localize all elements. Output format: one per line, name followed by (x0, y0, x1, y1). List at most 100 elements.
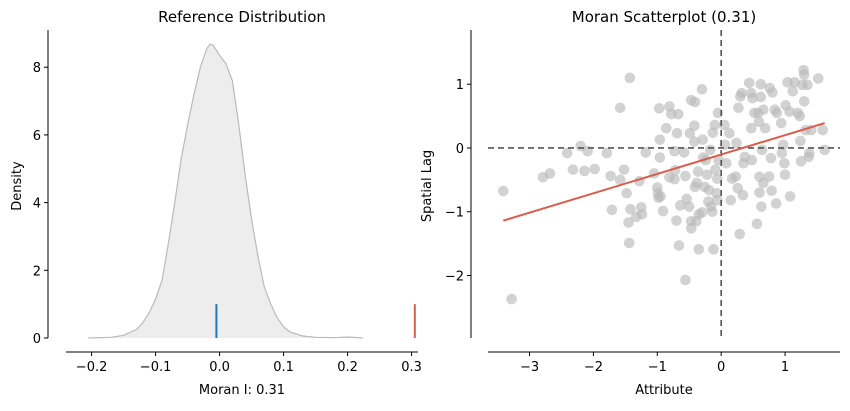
scatter-point (692, 166, 704, 177)
scatter-point (657, 205, 669, 217)
scatter-point (678, 147, 690, 158)
scatter-point (730, 171, 742, 182)
scatter-point (697, 134, 708, 145)
scatter-point (751, 218, 763, 230)
scatter-point (710, 164, 721, 175)
x-tick-label: 0.3 (401, 360, 422, 375)
left-y-axis-label: Density (10, 161, 25, 211)
moran-scatterplot-panel: Moran Scatterplot (0.31) Attribute Spati… (420, 8, 840, 398)
scatter-point (601, 147, 613, 159)
scatter-point (737, 189, 749, 201)
scatter-point (614, 102, 626, 114)
x-tick-label: 0.2 (337, 360, 358, 375)
scatter-point (795, 135, 806, 147)
scatter-point (706, 206, 718, 218)
scatter-point (614, 174, 626, 186)
y-tick-label: 4 (33, 197, 41, 212)
scatter-point (802, 79, 813, 91)
scatter-point (625, 203, 636, 215)
scatter-point (606, 204, 618, 216)
scatter-point (640, 147, 652, 158)
right-y-axis-label: Spatial Lag (420, 150, 435, 222)
scatter-point (819, 144, 830, 156)
scatter-point (770, 198, 782, 209)
scatter-point (693, 244, 705, 255)
y-tick-label: 0 (33, 332, 41, 347)
scatter-point (766, 185, 777, 196)
scatter-point (684, 128, 696, 139)
scatter-point (724, 128, 735, 139)
scatter-point (567, 164, 579, 175)
scatter-point (705, 144, 716, 156)
y-tick-label: 6 (33, 129, 41, 144)
scatter-point (654, 134, 666, 145)
scatter-point (660, 122, 672, 134)
scatter-point (618, 164, 630, 175)
x-tick-label: −3 (520, 360, 539, 375)
scatter-point (709, 119, 721, 131)
scatter-point (776, 147, 788, 159)
y-tick-label: 0 (456, 142, 464, 157)
scatter-point (673, 240, 685, 251)
y-tick-label: 2 (33, 264, 41, 279)
scatter-point (498, 185, 509, 197)
right-x-axis-label: Attribute (635, 383, 692, 398)
scatter-point (804, 147, 815, 159)
scatter-point (775, 117, 787, 129)
scatter-point (736, 87, 747, 99)
scatter-point (720, 157, 732, 169)
scatter-point (671, 128, 683, 139)
scatter-point (683, 201, 695, 212)
scatter-point (544, 168, 556, 179)
scatter-point (745, 122, 757, 134)
regression-line (503, 122, 825, 222)
scatter-point (798, 96, 810, 107)
scatter-point (733, 102, 744, 114)
scatter-point (605, 170, 616, 182)
density-curve (88, 43, 364, 339)
scatter-point (680, 274, 691, 286)
y-tick-label: −1 (445, 206, 464, 221)
scatter-point (696, 207, 708, 218)
scatter-point (755, 91, 767, 103)
scatter-point (734, 228, 746, 240)
scatter-point (787, 85, 799, 97)
y-tick-label: 8 (33, 61, 41, 76)
scatter-point (621, 187, 632, 199)
scatter-point (680, 170, 691, 182)
scatter-point (671, 215, 682, 226)
scatter-point (743, 77, 755, 89)
scatter-point (624, 72, 636, 84)
scatter-point (794, 110, 806, 122)
scatter-point (798, 69, 810, 80)
scatter-point (784, 191, 796, 202)
scatter-point (655, 191, 666, 202)
scatter-point (795, 156, 807, 167)
reference-distribution-panel: Reference Distribution Moran I: 0.31 Den… (10, 8, 422, 398)
scatter-point (653, 103, 665, 114)
right-chart-title: Moran Scatterplot (0.31) (572, 8, 757, 26)
scatter-point (654, 152, 666, 163)
x-tick-label: −1 (648, 360, 667, 375)
scatter-point (689, 120, 700, 131)
scatter-point (673, 108, 684, 120)
x-tick-label: −2 (584, 360, 603, 375)
scatter-point (779, 157, 790, 169)
scatter-point (696, 84, 708, 95)
scatter-point (771, 107, 783, 119)
scatter-point (708, 244, 719, 255)
x-tick-label: 0.0 (209, 360, 230, 375)
scatter-point (765, 152, 777, 164)
scatter-point (579, 165, 590, 177)
scatter-point (755, 78, 767, 90)
left-chart-title: Reference Distribution (158, 8, 326, 26)
x-tick-label: 1 (781, 360, 789, 375)
x-tick-label: −0.1 (140, 360, 172, 375)
scatter-point (589, 163, 600, 175)
scatter-point (636, 208, 648, 220)
y-tick-label: −2 (445, 270, 464, 285)
scatter-point (759, 122, 771, 134)
x-tick-label: 0.1 (273, 360, 294, 375)
scatter-point (725, 194, 737, 206)
scatter-point (758, 104, 769, 116)
